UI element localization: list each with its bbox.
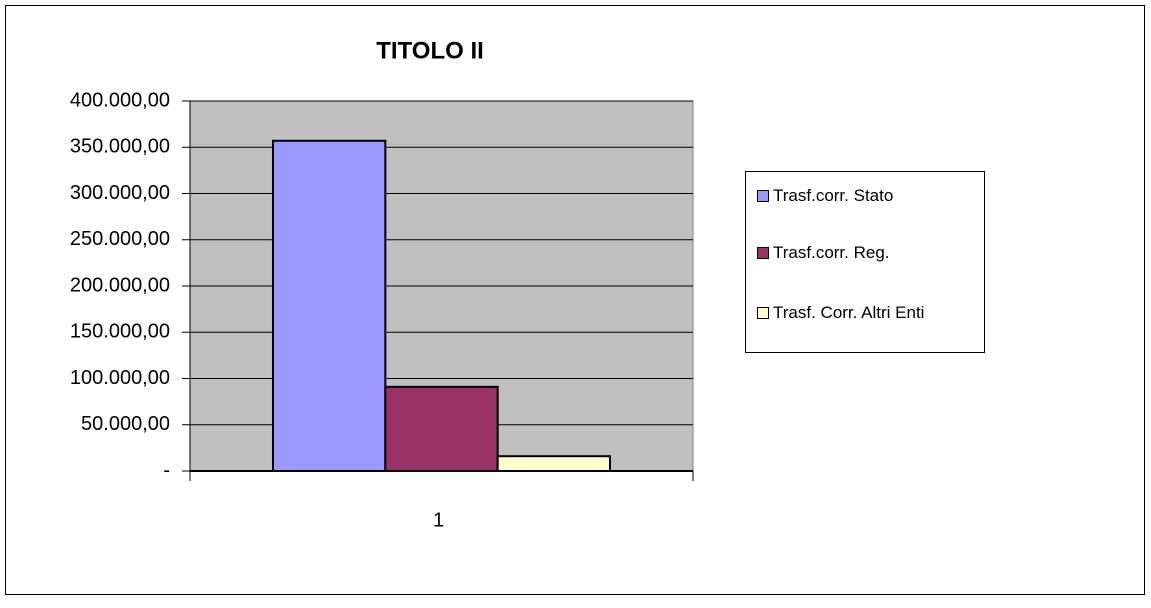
y-tick-label: 400.000,00 bbox=[70, 89, 170, 111]
legend-item: Trasf.corr. Reg. bbox=[757, 244, 933, 262]
y-tick-label: 50.000,00 bbox=[81, 413, 170, 435]
legend-swatch bbox=[757, 190, 769, 202]
bar bbox=[271, 139, 387, 472]
legend-label: Trasf.corr. Reg. bbox=[773, 243, 890, 262]
legend-item: Trasf.corr. Stato bbox=[757, 187, 933, 205]
legend-swatch bbox=[757, 307, 769, 319]
y-tick-label: 150.000,00 bbox=[70, 321, 170, 343]
y-tick-label: 100.000,00 bbox=[70, 367, 170, 389]
legend-label: Trasf. Corr. Altri Enti bbox=[773, 303, 925, 322]
y-tick-label: 300.000,00 bbox=[70, 182, 170, 204]
legend: Trasf.corr. Stato Trasf.corr. Reg. Trasf. … bbox=[745, 171, 985, 353]
y-tick-label: 350.000,00 bbox=[70, 136, 170, 158]
y-tick-label: - bbox=[163, 459, 170, 481]
x-tick-label: 1 bbox=[433, 509, 444, 531]
bar bbox=[496, 455, 612, 473]
legend-swatch bbox=[757, 247, 769, 259]
y-tick-label: 250.000,00 bbox=[70, 228, 170, 250]
legend-label: Trasf.corr. Stato bbox=[773, 186, 894, 205]
bar bbox=[384, 385, 499, 473]
y-tick-label: 200.000,00 bbox=[70, 274, 170, 296]
chart-title: TITOLO II bbox=[376, 37, 484, 64]
legend-item: Trasf. Corr. Altri Enti bbox=[757, 304, 933, 322]
